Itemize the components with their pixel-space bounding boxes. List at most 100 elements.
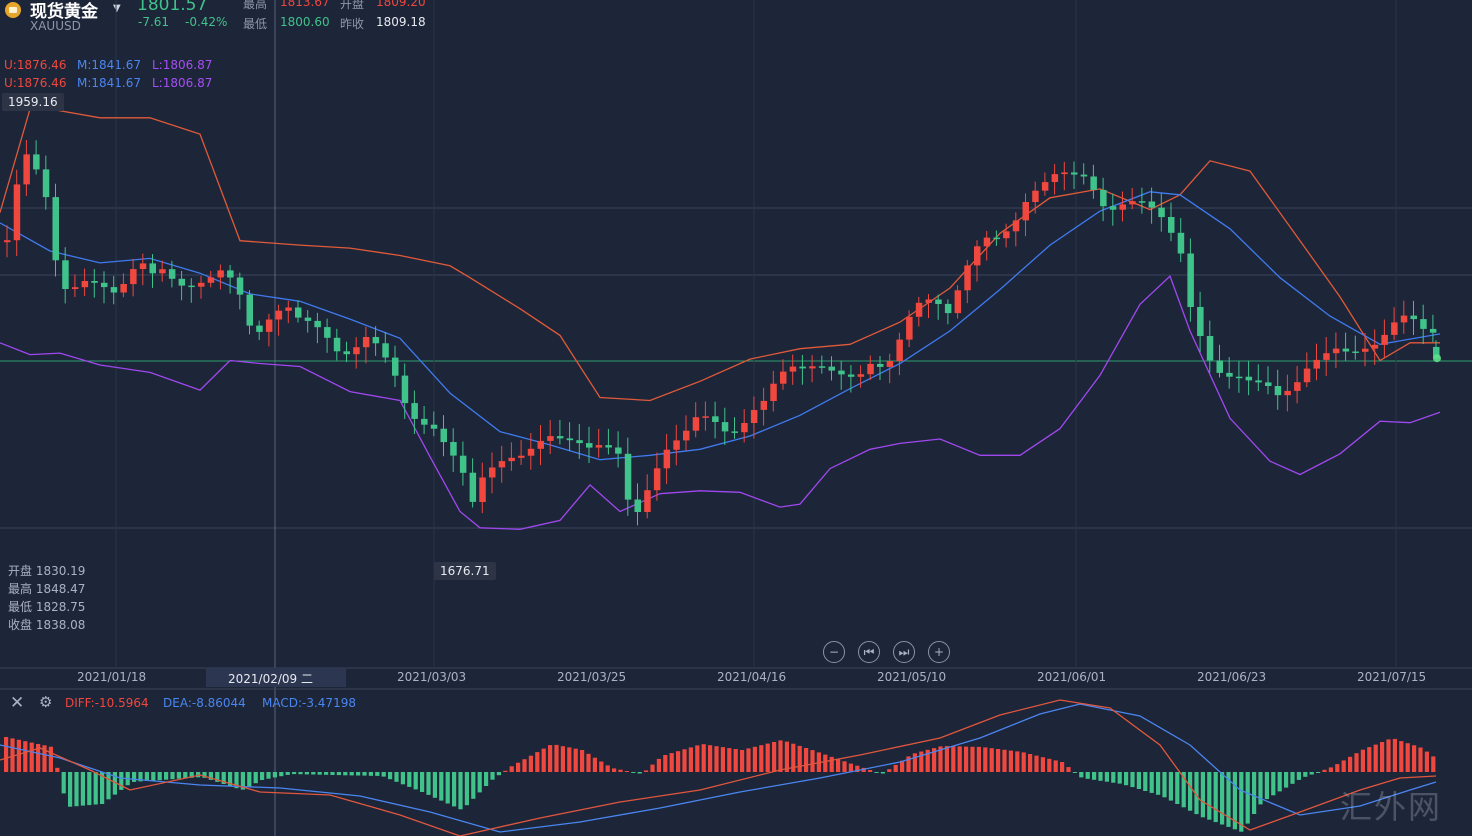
instrument-title[interactable]: 现货黄金 — [30, 2, 98, 22]
macd-bar — [1360, 749, 1365, 772]
macd-bar — [388, 772, 393, 780]
macd-bar — [612, 768, 617, 772]
prev-close-label: 昨收 — [340, 17, 365, 31]
macd-bar — [304, 772, 309, 775]
candle-body — [421, 418, 428, 425]
candle-body — [178, 278, 186, 286]
low-label: 最低 — [243, 17, 268, 31]
macd-bar — [1149, 772, 1154, 793]
last-price: 1801.57 — [137, 0, 208, 15]
step-forward-button[interactable]: ⏭ — [893, 641, 915, 663]
candle-body — [23, 154, 30, 185]
macd-bar — [240, 772, 245, 790]
candle-body — [33, 154, 40, 170]
boll-upper-line — [0, 108, 1440, 402]
candle-body — [1041, 182, 1049, 191]
macd-bar — [16, 739, 21, 772]
macd-bar — [1104, 772, 1109, 782]
macd-bar — [400, 772, 405, 785]
macd-bar — [336, 772, 341, 776]
candle-body — [1235, 376, 1243, 379]
candle-body — [1429, 328, 1437, 333]
macd-bar — [599, 761, 604, 772]
candle-body — [799, 366, 806, 369]
macd-bar — [644, 770, 649, 772]
candle-body — [489, 467, 496, 478]
macd-bar — [663, 755, 668, 772]
macd-bar — [36, 744, 41, 772]
macd-bar — [573, 748, 578, 772]
macd-bar — [1303, 772, 1308, 777]
macd-bar — [567, 747, 572, 772]
macd-bar — [1316, 772, 1321, 773]
macd-bar — [266, 772, 271, 779]
candle-body — [285, 307, 292, 311]
candle-body — [896, 339, 903, 362]
macd-bar — [1309, 772, 1314, 775]
low-value: 1800.60 — [280, 15, 330, 29]
macd-bar — [1431, 756, 1436, 772]
x-axis-crosshair-highlight — [206, 668, 346, 687]
macd-bar — [714, 746, 719, 772]
candle-body — [1148, 201, 1156, 208]
candle-body — [954, 290, 962, 314]
macd-bar — [1040, 757, 1045, 772]
candle-body — [353, 347, 360, 355]
candle-body — [149, 263, 156, 274]
macd-bar — [407, 772, 412, 787]
macd-bar — [516, 762, 521, 772]
candle-body — [673, 440, 680, 450]
candle-body — [382, 343, 389, 358]
macd-bar — [279, 772, 284, 777]
macd-bar — [1034, 755, 1039, 772]
macd-bar — [324, 772, 329, 775]
macd-bar — [586, 753, 591, 772]
macd-bar — [1335, 764, 1340, 772]
macd-bar — [637, 772, 642, 774]
macd-bar — [132, 772, 137, 782]
skip-back-icon: ⏮ — [863, 645, 875, 659]
candle-body — [1400, 315, 1408, 323]
candle-body — [1129, 201, 1136, 205]
macd-bar — [1245, 772, 1250, 824]
macd-bar — [349, 772, 354, 776]
macd-bar — [695, 745, 700, 772]
boll-mid: M:1841.67 — [77, 58, 142, 72]
macd-bar — [1252, 772, 1257, 814]
macd-bar — [1296, 772, 1301, 780]
candle-body — [615, 447, 622, 454]
macd-bar — [176, 772, 181, 779]
candle-body — [809, 366, 816, 369]
candle-body — [847, 374, 855, 377]
macd-bar — [1386, 739, 1391, 772]
macd-bar — [1117, 772, 1122, 784]
candle-body — [1080, 174, 1088, 177]
macd-bar — [938, 746, 943, 772]
candle-body — [62, 260, 69, 289]
x-tick-label: 2021/07/15 — [1357, 670, 1427, 684]
candle-body — [1342, 348, 1350, 352]
close-icon[interactable]: ✕ — [10, 693, 25, 713]
macd-bar — [618, 769, 623, 772]
candle-body — [101, 282, 108, 288]
candle-body — [789, 366, 797, 372]
macd-bar — [784, 741, 789, 772]
gear-icon[interactable]: ⚙ — [39, 693, 53, 711]
candle-body — [712, 416, 719, 422]
zoom-out-button[interactable]: − — [823, 641, 845, 663]
zoom-in-button[interactable]: + — [928, 641, 950, 663]
macd-bar — [509, 766, 514, 772]
candle-body — [1255, 380, 1262, 383]
instrument-symbol: XAUUSD — [30, 19, 81, 33]
step-back-button[interactable]: ⏮ — [858, 641, 880, 663]
macd-bar — [1290, 772, 1295, 784]
ohlc-open: 开盘 1830.19 — [8, 564, 86, 578]
macd-bar — [1047, 758, 1052, 772]
macd-bar — [1277, 772, 1282, 792]
candle-body — [1061, 172, 1068, 175]
macd-bar — [221, 772, 226, 784]
candle-body — [683, 430, 690, 441]
candle-body — [401, 375, 409, 404]
chevron-down-icon[interactable]: ▼ — [113, 3, 121, 14]
